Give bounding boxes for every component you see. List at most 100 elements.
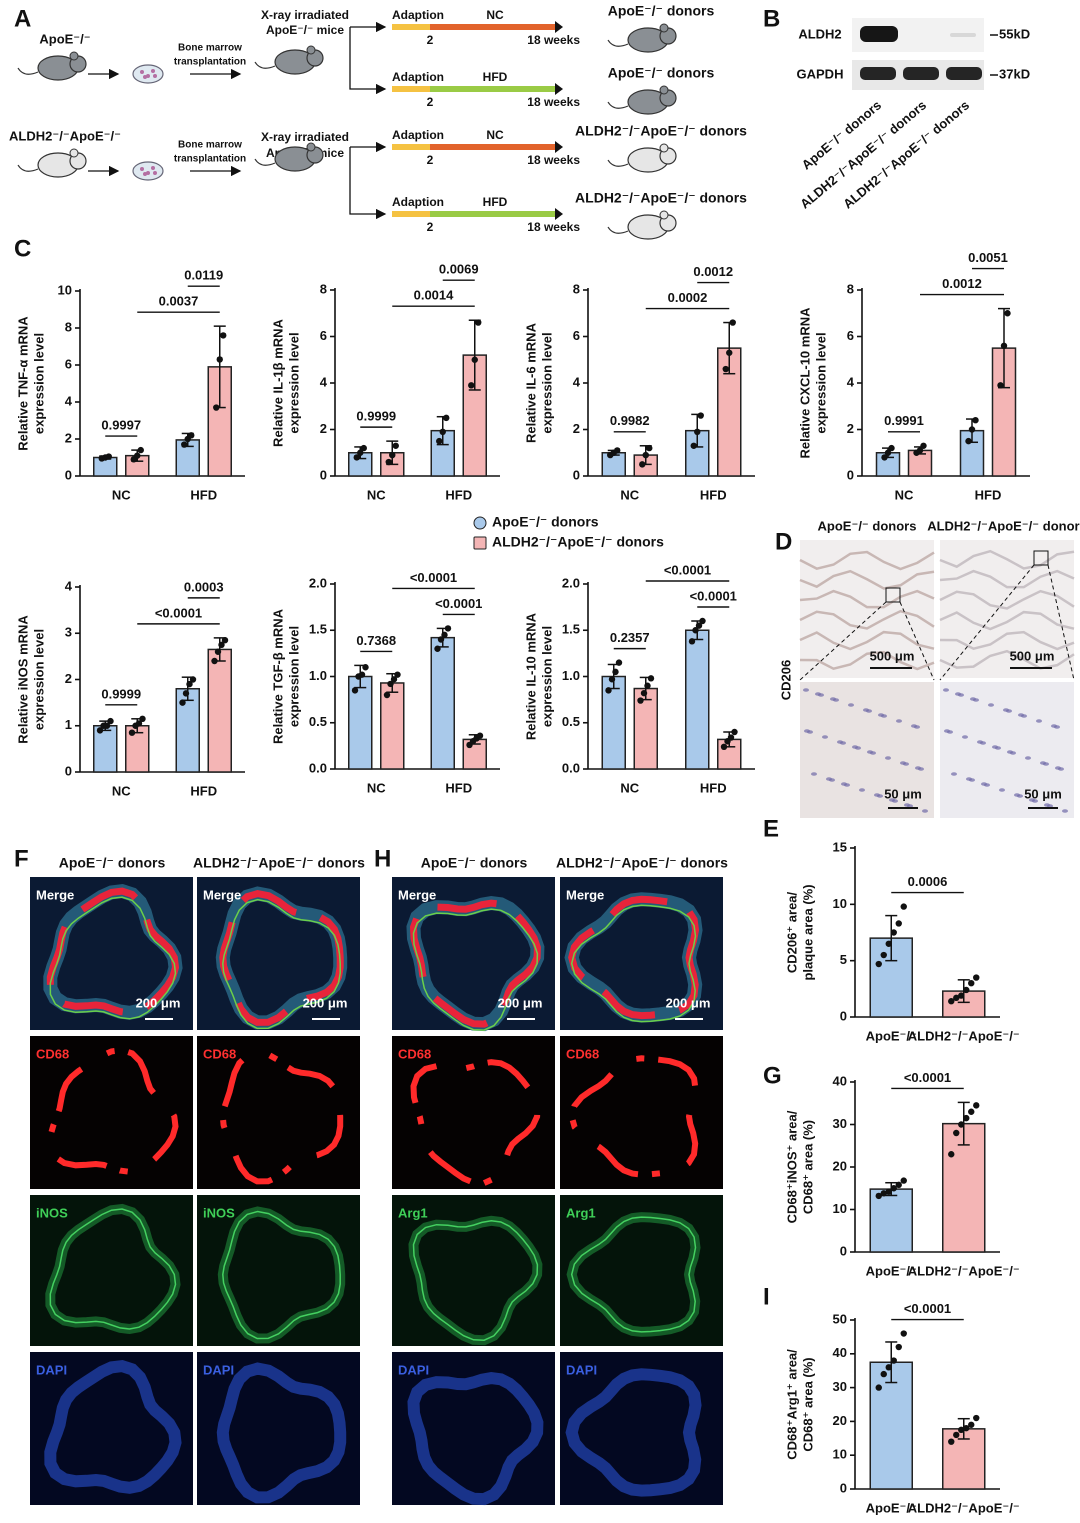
tissue-signal: [44, 1359, 182, 1494]
cell: [143, 172, 147, 176]
data-point: [968, 1421, 975, 1428]
data-point: [726, 349, 733, 356]
outcome-label: ALDH2⁻/⁻ApoE⁻/⁻ donors: [575, 123, 747, 139]
mouse-icon: [607, 23, 677, 53]
y-tick-label: 8: [65, 319, 72, 334]
data-point: [351, 687, 359, 694]
nucleus: [1029, 798, 1035, 802]
p-value-label: 0.9997: [101, 418, 141, 433]
y-tick-label: 10: [833, 896, 847, 911]
data-point: [189, 676, 197, 683]
nucleus: [1007, 750, 1013, 754]
y-tick-label: 40: [833, 1073, 847, 1088]
phase-label: Adaption: [392, 8, 444, 22]
cell: [151, 166, 155, 170]
panel-label: C: [14, 235, 31, 262]
channel-label: Merge: [566, 887, 604, 902]
panel-label: F: [14, 845, 29, 872]
y-tick-label: 10: [833, 1201, 847, 1216]
nucleus: [1003, 708, 1009, 712]
cell: [153, 171, 157, 175]
p-value-label: 0.9982: [610, 413, 650, 428]
data-point: [880, 1190, 887, 1197]
outcome-label: ApoE⁻/⁻ donors: [608, 65, 715, 81]
channel-label: Merge: [203, 887, 241, 902]
x-tick-label: NC: [620, 780, 639, 795]
y-tick-label: 15: [833, 839, 847, 854]
nucleus: [970, 697, 976, 701]
x-tick-label: NC: [112, 783, 131, 798]
blot-band: [903, 67, 939, 80]
adaption-bar: [392, 86, 430, 92]
x-tick-label: HFD: [445, 487, 472, 502]
data-point: [881, 454, 888, 461]
data-point: [181, 441, 188, 448]
tissue-signal: [47, 1047, 179, 1175]
mouse-ear: [69, 148, 79, 158]
y-axis-label: Relative iNOS mRNA: [15, 615, 30, 744]
adaption-bar: [392, 24, 430, 30]
data-point: [920, 442, 927, 449]
y-tick-label: 0: [840, 1243, 847, 1258]
tissue-signal: [46, 887, 180, 1017]
zoom-box: [885, 587, 901, 603]
x-tick-label: HFD: [700, 780, 727, 795]
y-tick-label: 0.0: [309, 760, 327, 775]
y-axis-label: expression level: [813, 332, 828, 433]
mouse-ear: [69, 51, 79, 61]
tissue-fiber: [939, 569, 1075, 589]
p-value-label: 0.2357: [610, 630, 650, 645]
tissue-signal: [49, 896, 177, 1020]
data-point: [389, 451, 396, 459]
nucleus: [1040, 761, 1046, 765]
nucleus: [852, 745, 858, 749]
y-tick-label: 2: [320, 421, 327, 436]
cell: [143, 75, 147, 79]
nucleus: [966, 777, 972, 781]
donor-strain: ApoE⁻/⁻: [39, 31, 90, 46]
channel-label: CD68: [398, 1046, 431, 1061]
data-point: [948, 1438, 955, 1445]
blot-band: [950, 33, 976, 37]
recipient-label: ApoE⁻/⁻ mice: [266, 23, 344, 37]
p-value-label: 0.0012: [942, 276, 982, 291]
nucleus: [1018, 713, 1024, 717]
x-tick-label: HFD: [445, 780, 472, 795]
y-axis-label: CD68⁺iNOS⁺ area/: [784, 1110, 799, 1223]
y-tick-label: 6: [320, 328, 327, 343]
data-point: [895, 920, 902, 927]
zoom-line: [799, 601, 887, 681]
data-point: [437, 636, 445, 643]
zoom-box: [1033, 550, 1049, 566]
end-label: 18 weeks: [527, 153, 580, 167]
data-point: [96, 727, 104, 734]
data-point: [358, 671, 366, 678]
cell: [140, 167, 144, 171]
data-point: [948, 998, 955, 1005]
diet-bar: [430, 144, 555, 150]
diet-bar: [430, 211, 555, 217]
data-point: [357, 449, 364, 456]
x-tick-label: ApoE⁻/⁻: [866, 1263, 917, 1278]
y-axis-label: Relative IL-1β mRNA: [270, 318, 285, 446]
bar: [685, 629, 710, 770]
legend-swatch: [473, 516, 487, 530]
tissue-signal: [409, 899, 541, 1028]
scale-bar-label: 200 μm: [498, 995, 543, 1010]
transplant-label: transplantation: [174, 154, 246, 165]
data-point: [640, 689, 648, 697]
data-point: [885, 1364, 892, 1371]
y-tick-label: 2.0: [309, 575, 327, 590]
x-tick-label: NC: [367, 780, 386, 795]
data-point: [963, 1424, 970, 1432]
data-point: [885, 940, 892, 947]
y-tick-label: 8: [320, 281, 327, 296]
channel-label: DAPI: [566, 1362, 597, 1377]
mouse-ear: [659, 85, 669, 95]
data-point: [385, 458, 392, 466]
phase-label: Adaption: [392, 70, 444, 84]
fluorescence-column: ApoE⁻/⁻ donors: [59, 855, 166, 871]
data-point: [213, 404, 220, 411]
data-point: [362, 664, 369, 671]
y-tick-label: 1.0: [309, 668, 327, 683]
